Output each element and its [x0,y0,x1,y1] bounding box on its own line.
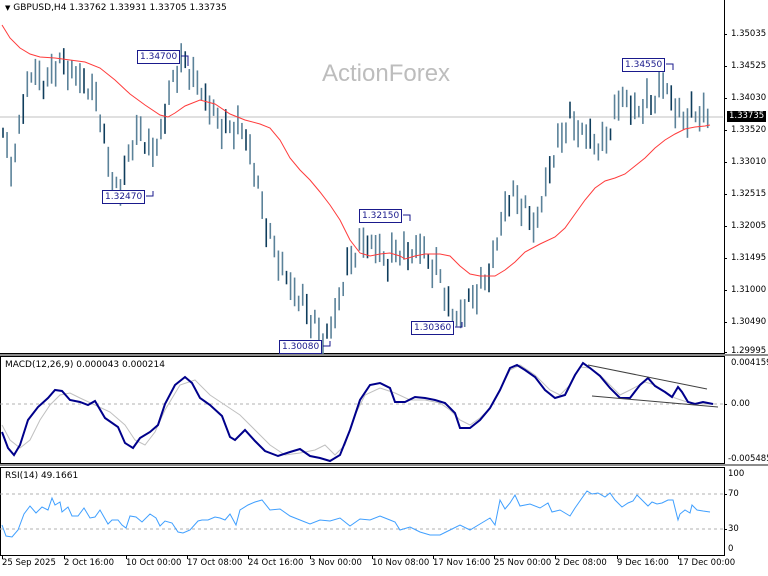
time-tick-label: 2 Oct 16:00 [64,558,115,568]
macd-title: MACD(12,26,9) 0.000043 0.000214 [5,360,165,370]
price-tick: 1.35035 [731,29,767,39]
price-tick: 1.32005 [731,221,767,231]
ohlc-bars [2,43,709,354]
price-tick: 1.33010 [731,157,767,167]
rsi-tick: 70 [728,489,739,499]
macd-tick: -0.005485 [728,454,768,464]
moving-average-line [1,24,711,277]
rsi-title: RSI(14) 49.1661 [5,471,79,481]
annotation-connector [403,214,411,221]
time-tick-label: 25 Nov 00:00 [494,558,552,568]
price-tick: 1.31495 [731,253,767,263]
time-tick-label: 17 Oct 08:00 [187,558,243,568]
annotation-connector [181,55,189,66]
time-tick-label: 3 Nov 00:00 [310,558,362,568]
price-tick: 1.33520 [731,125,767,135]
annotation-high-2: 1.32150 [359,209,403,223]
rsi-tick: 100 [728,469,745,479]
annotation-connector [323,341,331,347]
annotation-connector [666,63,674,70]
time-tick-label: 2 Dec 08:00 [555,558,607,568]
time-tick-label: 24 Oct 16:00 [248,558,304,568]
price-tick: 1.34525 [731,61,767,71]
current-price-label: 1.33735 [727,111,767,122]
macd-pane[interactable] [0,356,725,464]
rsi-tick: 30 [728,524,739,534]
rsi-pane[interactable] [0,467,725,556]
chart-title: ▼ GBPUSD,H4 1.33762 1.33931 1.33705 1.33… [5,3,227,13]
price-tick: 1.31000 [731,285,767,295]
pane-separator[interactable] [0,464,768,466]
annotation-low-2: 1.30080 [279,340,323,354]
pane-separator[interactable] [0,354,768,356]
annotation-connector [455,322,463,328]
time-tick-label: 9 Dec 16:00 [617,558,669,568]
time-tick-label: 17 Nov 16:00 [433,558,491,568]
annotation-high-1: 1.34700 [137,50,181,64]
annotation-connector [146,191,154,197]
macd-tick: 0.00 [731,399,750,409]
price-tick: 1.34030 [731,93,767,103]
price-chart-pane[interactable] [0,0,725,354]
rsi-tick: 0 [728,544,734,554]
time-tick-label: 10 Oct 00:00 [126,558,182,568]
dropdown-triangle-icon[interactable]: ▼ [5,4,11,12]
time-tick-label: 10 Nov 08:00 [372,558,430,568]
watermark: ActionForex [322,60,451,87]
annotation-high-3: 1.34550 [622,58,666,72]
annotation-low-3: 1.30360 [411,321,455,335]
price-chart-svg [0,24,723,354]
price-tick: 1.32515 [731,189,767,199]
price-tick: 1.30490 [731,317,767,327]
time-tick-label: 17 Dec 00:00 [678,558,736,568]
macd-tick: 0.004159 [731,358,768,368]
symbol-ohlc-text: GBPUSD,H4 1.33762 1.33931 1.33705 1.3373… [13,3,227,13]
time-tick-label: 25 Sep 2025 [2,558,56,568]
price-tick: 1.29995 [731,346,767,356]
annotation-low-1: 1.32470 [102,190,146,204]
